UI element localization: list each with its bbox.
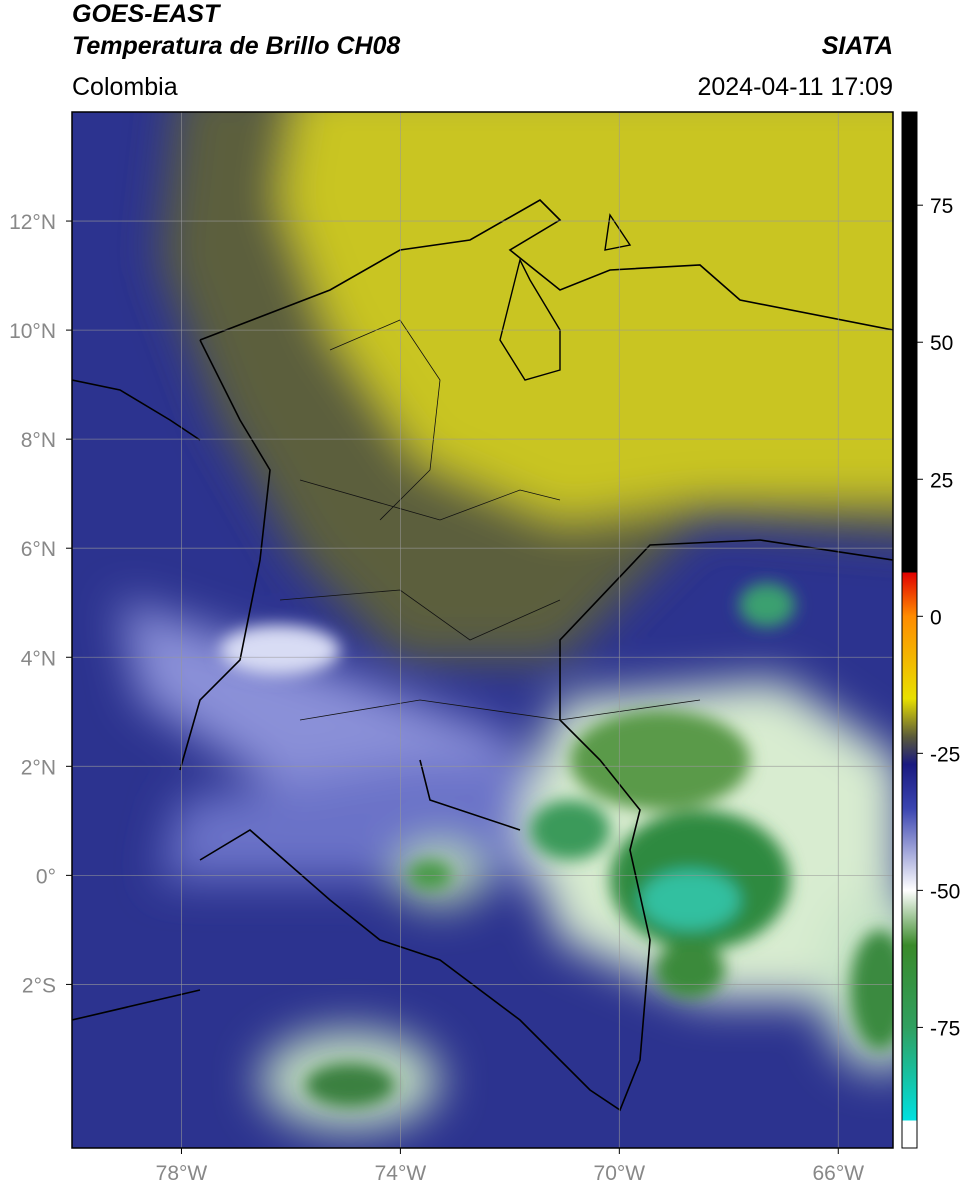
colorbar-tick-label: 75 [930,195,953,218]
y-tick-label: 10°N [9,320,56,343]
satellite-image [72,112,893,1148]
colorbar-tick-label: -50 [930,880,960,903]
colorbar-tick-label: -25 [930,743,960,766]
grid [72,112,893,1148]
region: Colombia [72,73,178,101]
x-tick-label: 74°W [375,1162,427,1185]
x-tick-label: 78°W [156,1162,208,1185]
datetime: 2024-04-11 17:09 [697,73,893,101]
y-tick-label: 2°S [22,974,56,997]
colorbar-tick-label: 50 [930,332,953,355]
colorbar-tick-label: 25 [930,469,953,492]
source: SIATA [822,32,893,60]
y-tick-label: 2°N [21,756,56,779]
colorbar [901,111,918,1149]
y-tick-label: 12°N [9,211,56,234]
y-tick-label: 8°N [21,429,56,452]
y-tick-label: 4°N [21,647,56,670]
map-frame [71,111,894,1149]
colorbar-tick-label: 0 [930,606,942,629]
title: Temperatura de Brillo CH08 [72,32,400,60]
y-tick-label: 0° [36,865,56,888]
colorbar-tick-label: -75 [930,1017,960,1040]
title: GOES-EAST [72,0,222,28]
y-tick-label: 6°N [21,538,56,561]
x-tick-label: 70°W [594,1162,646,1185]
x-tick-label: 66°W [812,1162,864,1185]
